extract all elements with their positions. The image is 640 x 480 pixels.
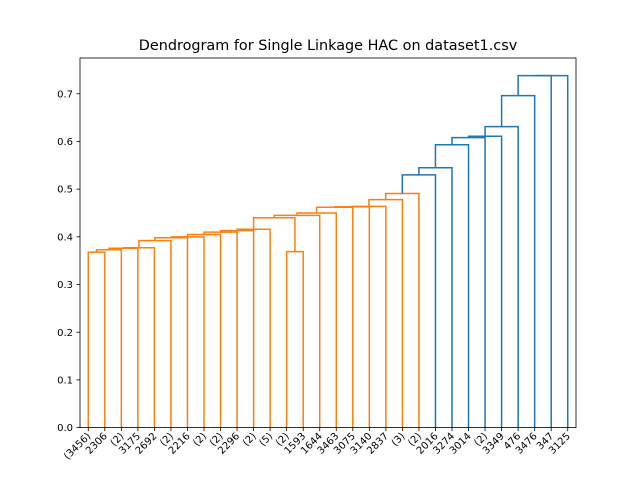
merge-link-24 — [451, 136, 486, 428]
merge-link-1 — [87, 251, 106, 428]
merge-link-16 — [315, 206, 354, 428]
y-tick-label: 0.4 — [57, 232, 73, 243]
y-tick-label: 0.5 — [57, 185, 73, 196]
merge-link-12 — [285, 250, 304, 428]
merge-link-7 — [170, 236, 205, 428]
y-tick-label: 0.6 — [57, 137, 73, 148]
y-tick-label: 0.0 — [57, 423, 73, 434]
y-tick-label: 0.2 — [57, 328, 73, 339]
merge-link-22 — [418, 166, 453, 428]
merge-link-6 — [154, 237, 189, 428]
merge-link-29 — [534, 74, 569, 428]
dendrogram-links — [87, 74, 569, 428]
merge-link-15 — [296, 212, 338, 428]
merge-link-9 — [203, 231, 238, 428]
merge-link-17 — [333, 206, 371, 428]
merge-link-5 — [138, 239, 172, 428]
chart-title: Dendrogram for Single Linkage HAC on dat… — [139, 38, 518, 54]
merge-link-27 — [500, 94, 536, 428]
plot-frame — [79, 57, 577, 429]
y-tick-label: 0.3 — [57, 280, 73, 291]
y-tick-label: 0.7 — [57, 89, 73, 100]
merge-link-18 — [351, 205, 387, 428]
y-axis: 0.0 0.1 0.2 0.3 0.4 0.5 0.6 0.7 — [57, 89, 80, 434]
merge-link-13 — [252, 217, 296, 252]
merge-link-20 — [384, 192, 420, 428]
y-tick-label: 0.1 — [57, 376, 73, 387]
merge-link-10 — [219, 229, 255, 428]
